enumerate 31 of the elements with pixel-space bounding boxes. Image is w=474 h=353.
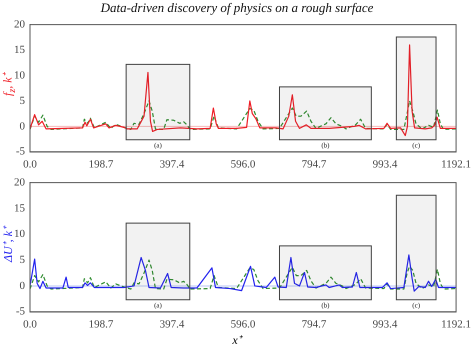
y-tick-label: -5 (16, 306, 26, 318)
x-tick-label: 794.7 (302, 158, 327, 170)
y-tick-label: 15 (14, 44, 26, 56)
x-axis-title: x⁺ (231, 333, 244, 348)
y-tick-label: 15 (14, 202, 26, 214)
x-tick-label: 993.4 (372, 318, 398, 330)
y-tick-label: 5 (20, 254, 26, 266)
line-series (30, 100, 456, 130)
x-tick-label: 596.0 (230, 318, 256, 330)
x-tick-label: 0.0 (23, 158, 38, 170)
y-tick-label: 10 (14, 228, 26, 240)
y-tick-label: 10 (14, 69, 26, 82)
x-tick-label: 993.4 (372, 158, 398, 170)
y-tick-label: 20 (14, 176, 26, 188)
x-tick-label: 397.4 (160, 158, 185, 170)
x-tick-label: 794.7 (302, 318, 327, 330)
x-tick-label: 397.4 (160, 318, 185, 330)
y-tick-label: 0 (20, 280, 26, 292)
x-tick-label: 0.0 (23, 318, 38, 330)
y-tick-label: 0 (20, 120, 26, 132)
x-tick-label: 596.0 (230, 158, 256, 170)
line-series (30, 260, 456, 290)
x-tick-label: 1192.1 (441, 158, 471, 170)
x-tick-label: 1192.1 (441, 318, 471, 330)
x-tick-label: 198.7 (88, 318, 114, 330)
y-axis-title: ΔU⁺, k⁺ (0, 226, 16, 262)
y-tick-label: -5 (16, 146, 26, 158)
y-tick-label: 20 (14, 18, 26, 30)
y-tick-label: 5 (20, 94, 26, 107)
chart-title: Data-driven discovery of physics on a rough surface (100, 0, 374, 16)
x-tick-label: 198.7 (88, 158, 114, 170)
